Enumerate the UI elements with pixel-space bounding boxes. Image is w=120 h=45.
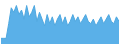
chart — [0, 0, 120, 45]
area — [1, 6, 119, 44]
line — [1, 6, 119, 39]
plot — [1, 6, 119, 44]
marks — [1, 6, 119, 44]
